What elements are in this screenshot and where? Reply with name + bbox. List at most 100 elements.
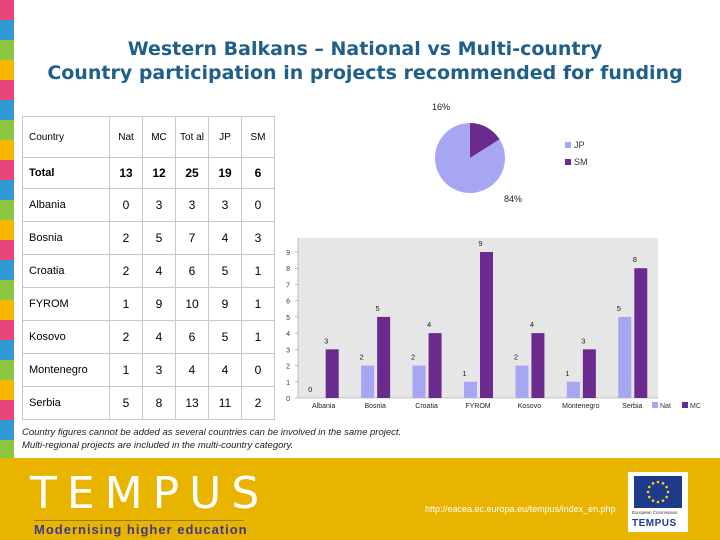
stripe-segment [0,120,14,140]
table-cell: 3 [208,188,242,222]
pie-label-sm: 16% [432,102,450,112]
bar-value-label: 3 [324,336,328,345]
stripe-segment [0,100,14,120]
table-row: FYROM 1 9 10 9 1 [22,287,275,321]
stripe-segment [0,180,14,200]
legend-label-nat: Nat [660,403,671,410]
table-cell: 10 [175,287,209,321]
table-cell: 8 [142,386,176,420]
stripe-segment [0,240,14,260]
table-cell: Serbia [22,386,110,420]
table-row: Albania 0 3 3 3 0 [22,188,275,222]
table-cell: 25 [175,157,209,189]
bar-value-label: 9 [478,239,482,248]
legend-swatch-mc [682,402,688,408]
table-cell: 1 [241,254,275,288]
table-cell: 1 [109,287,143,321]
bar-nat [464,381,477,398]
table-cell: 0 [109,188,143,222]
bar-nat [566,381,580,398]
left-color-stripe [0,0,14,460]
table-row: Croatia 2 4 6 5 1 [22,254,275,288]
table-cell: 1 [241,320,275,354]
stripe-segment [0,140,14,160]
stripe-segment [0,440,14,460]
table-cell: 7 [175,221,209,255]
stripe-segment [0,260,14,280]
table-cell: 6 [175,254,209,288]
bar-value-label: 8 [633,255,637,264]
table-cell: 2 [241,386,275,420]
footer-banner: TEMPUS Modernising higher education http… [0,458,720,540]
y-tick-label: 3 [286,347,290,354]
y-tick-label: 8 [286,266,290,273]
eu-star [661,482,665,485]
table-cell: 6 [241,157,275,189]
bar-value-label: 4 [530,320,534,329]
eu-tempus-logo: European Commission TEMPUS [628,472,688,532]
bar-value-label: 3 [581,336,585,345]
legend-label-mc: MC [690,403,701,410]
footer-url-link[interactable]: http://eacea.ec.europa.eu/tempus/index_e… [425,504,616,514]
stripe-segment [0,400,14,420]
legend-label-jp: JP [574,140,585,150]
table-row: Kosovo 2 4 6 5 1 [22,320,275,354]
table-cell: 5 [208,320,242,354]
title-line-1: Western Balkans – National vs Multi-coun… [127,38,603,60]
y-tick-label: 1 [286,380,290,387]
bar-value-label: 5 [376,304,380,313]
legend-label-sm: SM [574,157,588,167]
stripe-segment [0,420,14,440]
eu-stars-icon [646,480,670,504]
y-tick-label: 6 [286,299,290,306]
stripe-segment [0,280,14,300]
table-cell: 3 [175,188,209,222]
table-cell: FYROM [22,287,110,321]
y-tick-label: 4 [286,331,290,338]
eu-tempus-label: TEMPUS [632,518,677,529]
title-line-2: Country participation in projects recomm… [47,62,683,84]
bar-value-label: 2 [411,353,415,362]
header-total: Tot al [175,116,209,158]
bar-value-label: 0 [308,385,312,394]
table-cell: 2 [109,254,143,288]
table-cell: 6 [175,320,209,354]
stripe-segment [0,60,14,80]
table-row: Bosnia 2 5 7 4 3 [22,221,275,255]
pie-chart: 84% 16% [432,102,522,204]
bar-mc [377,316,391,398]
table-row: Montenegro 1 3 4 4 0 [22,353,275,387]
eu-star [648,495,651,499]
table-cell: Albania [22,188,110,222]
x-tick-label: Montenegro [562,403,599,410]
table-cell: Croatia [22,254,110,288]
bar-value-label: 1 [462,369,466,378]
bar-value-label: 4 [427,320,431,329]
stripe-segment [0,380,14,400]
plot-area [298,238,658,398]
footnotes: Country figures cannot be added as sever… [22,426,401,452]
table-header-row: Country Nat MC Tot al JP SM [22,116,275,158]
bar-value-label: 1 [565,369,569,378]
tempus-tagline: Modernising higher education [34,522,248,537]
table-cell: 3 [142,353,176,387]
bar-mc [480,252,493,398]
table-cell: 4 [142,254,176,288]
table-cell: Total [22,157,110,189]
bar-value-label: 2 [514,353,518,362]
table-cell: 2 [109,221,143,255]
bar-mc [634,268,648,398]
eu-star [656,480,660,484]
bar-nat [412,365,426,398]
stripe-segment [0,360,14,380]
table-cell: 12 [142,157,176,189]
table-total-row: Total 13 12 25 19 6 [22,157,275,189]
stripe-segment [0,300,14,320]
eu-star [651,482,655,485]
table-cell: 4 [142,320,176,354]
stripe-segment [0,80,14,100]
table-cell: 5 [109,386,143,420]
table-cell: 19 [208,157,242,189]
eu-star [666,490,670,494]
y-tick-label: 0 [286,396,290,403]
